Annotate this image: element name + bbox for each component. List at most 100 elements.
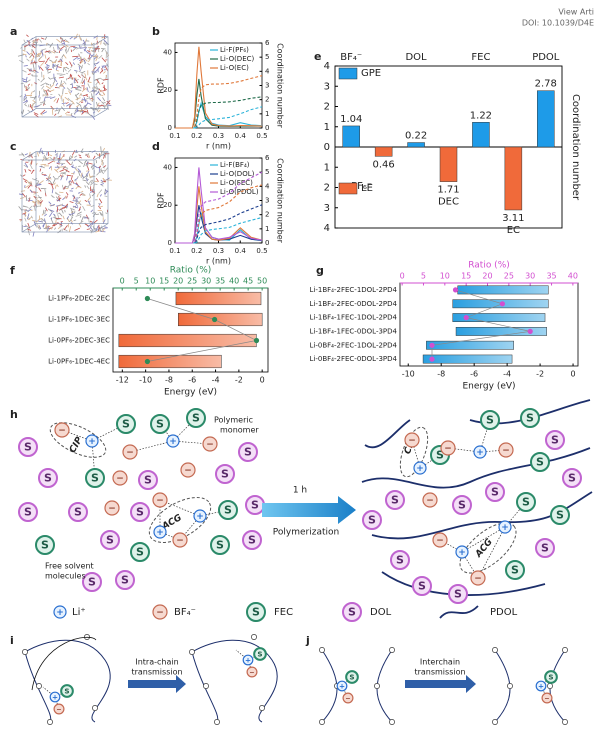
y2-tick-label: 4: [265, 67, 270, 75]
bond: [70, 64, 73, 69]
ratio-line: [147, 298, 258, 362]
li-ion-symbol: +: [458, 548, 466, 558]
fec-molecule-symbol: S: [349, 673, 354, 682]
bf4-anion: [404, 432, 420, 448]
dol-molecule: [390, 550, 410, 570]
bond: [76, 84, 82, 89]
bond: [88, 179, 92, 184]
bond: [103, 78, 109, 81]
bond: [103, 71, 106, 74]
y-axis-label: Coordination number: [570, 94, 581, 201]
bond: [60, 163, 64, 166]
bond: [85, 175, 88, 178]
bond: [105, 75, 107, 78]
bond: [27, 109, 31, 113]
dol-molecule: [535, 538, 555, 558]
bond: [63, 225, 68, 231]
cell-edge: [21, 108, 37, 118]
bond: [32, 99, 37, 104]
bond: [78, 65, 81, 72]
bond: [45, 82, 48, 86]
bond: [99, 165, 101, 169]
bond: [103, 167, 109, 173]
bond: [45, 63, 50, 67]
x-tick-label: 0.5: [256, 132, 267, 140]
bond: [63, 186, 66, 190]
panel-label: d: [152, 140, 160, 153]
bond: [26, 34, 29, 38]
ratio-point: [429, 356, 435, 362]
bond: [54, 113, 57, 117]
bond: [53, 98, 57, 102]
bond: [53, 213, 56, 216]
bar: [118, 354, 222, 369]
bond: [46, 227, 50, 233]
bond: [37, 52, 43, 56]
dol-molecule: [38, 468, 58, 488]
bond: [101, 225, 103, 231]
value-label: 3.11: [502, 213, 524, 224]
chain-node: [389, 647, 395, 653]
cell-edge: [35, 36, 109, 109]
dol-molecule: [130, 502, 150, 522]
bf4-anion-symbol: −: [206, 440, 214, 450]
bond: [39, 151, 45, 155]
bond: [102, 162, 105, 166]
bond: [71, 100, 75, 105]
chain-node: [36, 683, 42, 689]
bf4-anion-symbol: −: [436, 536, 444, 546]
bond: [87, 46, 93, 49]
bond: [39, 113, 43, 116]
bond: [39, 168, 42, 172]
bond: [99, 203, 101, 206]
fec-molecule: [520, 408, 540, 428]
bond: [102, 227, 108, 229]
x2-tick-label: 35: [215, 277, 225, 286]
header-link[interactable]: View Arti: [558, 8, 594, 17]
y-tick-label: 0: [168, 239, 172, 247]
li-ion: [193, 509, 207, 523]
bond: [49, 211, 53, 217]
li-ion: [53, 605, 67, 619]
li-ion-symbol: +: [52, 693, 58, 702]
bond: [78, 201, 82, 206]
fec-molecule-symbol: S: [526, 412, 534, 425]
dol-molecule-symbol: S: [458, 499, 466, 512]
x-tick-label: 0.1: [169, 132, 180, 140]
bond: [86, 185, 90, 190]
dol-molecule-symbol: S: [551, 434, 559, 447]
bond: [56, 86, 60, 89]
x2-axis-label: Ratio (%): [170, 266, 212, 276]
bond: [59, 153, 61, 159]
bond: [98, 93, 104, 97]
panel-label: e: [314, 50, 321, 63]
free-solvent-label: molecules: [45, 572, 86, 581]
bond: [74, 155, 78, 158]
bond: [29, 96, 36, 99]
ratio-point: [499, 301, 505, 307]
bond: [21, 152, 25, 157]
x-tick-label: -6: [188, 376, 196, 385]
bar: [422, 354, 513, 364]
bond: [22, 69, 27, 73]
x2-tick-label: 5: [134, 277, 139, 286]
y2-tick-label: 6: [265, 39, 270, 47]
panel-label: g: [316, 264, 324, 277]
coordination-link: [447, 447, 481, 453]
bond: [102, 153, 105, 156]
y-tick-label: 40: [163, 48, 172, 56]
dol-molecule: [68, 502, 88, 522]
bond: [57, 108, 61, 115]
li-ion: [473, 445, 487, 459]
coordination-line: [175, 96, 263, 129]
bf4-anion: [112, 470, 128, 486]
bond: [34, 200, 40, 204]
bond: [52, 178, 56, 184]
bond: [79, 47, 86, 49]
bond: [40, 48, 47, 51]
category-label: Li-1BF₄-2FEC-0DOL-2PD4: [310, 300, 398, 308]
bf4-anion: [122, 444, 138, 460]
dol-molecule: [545, 430, 565, 450]
bond: [36, 223, 38, 228]
bond: [62, 103, 65, 107]
